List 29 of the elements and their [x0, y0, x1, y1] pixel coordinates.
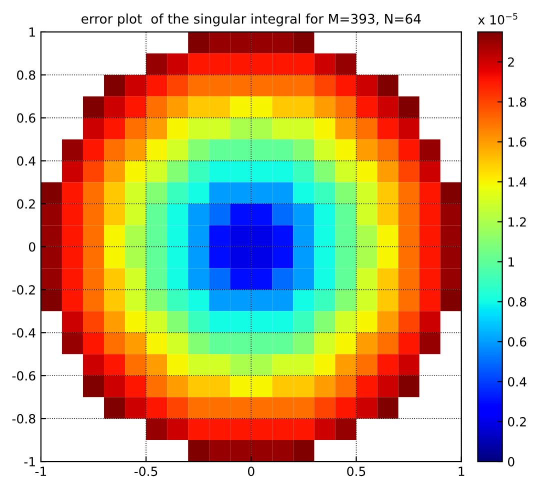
y-tick-label: 0.6: [17, 113, 36, 123]
y-tick-label: -0.8: [12, 414, 36, 424]
x-tick-label: -0.5: [134, 466, 158, 476]
y-tick-label: 0: [28, 242, 36, 252]
color-bar-label: 0.2: [508, 417, 526, 426]
y-tick-label: 1: [30, 28, 35, 37]
x-tick-label: 1: [458, 466, 464, 476]
text: x 10$^{−5}$: [478, 13, 518, 24]
color-bar-label: 0.8: [508, 297, 526, 307]
y-tick-label: 0.4: [17, 156, 36, 166]
color-bar-label: 1: [508, 257, 514, 266]
y-tick-label: -0.4: [12, 328, 36, 338]
x-tick-label: -1: [35, 466, 46, 476]
x-tick-label: 0: [248, 466, 254, 476]
color-bar-label: 1.4: [508, 177, 526, 187]
y-tick-label: 0.8: [17, 70, 36, 80]
x-tick-label: 0.5: [347, 466, 366, 476]
y-tick-label: -1: [24, 457, 35, 466]
chart-title: error plot of the singular integral for M=393, N=64: [82, 14, 421, 26]
color-bar-label: 0.6: [508, 337, 526, 347]
color-bar-label: 2: [508, 57, 514, 67]
color-bar-label: 1.6: [508, 137, 526, 147]
color-bar-label: 0.4: [508, 377, 526, 387]
color-bar-label: 0: [508, 457, 514, 466]
y-tick-label: 0.2: [17, 199, 35, 209]
color-bar-label: 1.2: [508, 217, 526, 226]
y-tick-label: -0.6: [12, 371, 36, 381]
y-tick-label: -0.2: [12, 285, 35, 295]
color-bar-label: 1.8: [508, 97, 526, 107]
